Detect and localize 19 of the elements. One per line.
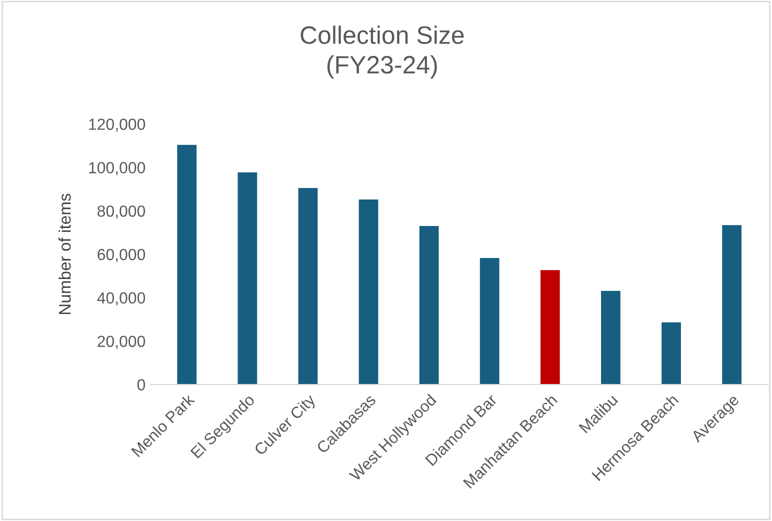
bar xyxy=(662,322,681,384)
bar xyxy=(298,188,318,384)
bar xyxy=(601,290,620,384)
y-tick-label: 80,000 xyxy=(98,205,146,219)
y-tick-label: 40,000 xyxy=(97,292,146,306)
y-tick-label: 100,000 xyxy=(89,162,146,176)
y-tick-label: 120,000 xyxy=(89,118,146,132)
bar xyxy=(540,270,560,384)
bar xyxy=(480,258,500,384)
bar xyxy=(419,226,439,384)
bar xyxy=(358,200,378,384)
chart-title: Collection Size (FY23-24) xyxy=(300,26,464,79)
bar xyxy=(177,144,197,384)
bar xyxy=(238,172,258,384)
y-axis-title: Number of items xyxy=(58,194,71,314)
y-tick-label: 20,000 xyxy=(98,336,146,349)
y-tick-label: 60,000 xyxy=(98,248,146,262)
y-tick-label: 0 xyxy=(137,379,146,390)
bar xyxy=(722,225,742,384)
